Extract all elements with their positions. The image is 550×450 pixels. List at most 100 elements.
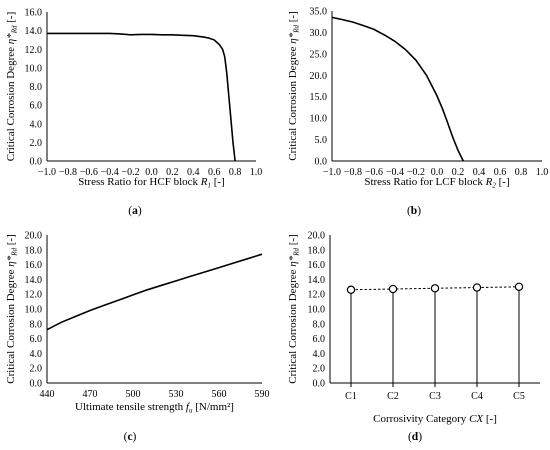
data-point-C2 xyxy=(388,284,398,294)
x-tick-label: 0.2 xyxy=(166,167,179,178)
x-tick-label: 0.2 xyxy=(452,167,465,178)
x-tick-label: 0.4 xyxy=(187,167,200,178)
label-unit: [-] xyxy=(483,413,497,425)
label-text: Critical Corrosion Degree xyxy=(287,267,299,384)
panel-paren-open: ( xyxy=(407,205,411,217)
label-variable: η* xyxy=(287,32,299,43)
x-tick-label: 0.6 xyxy=(494,167,507,178)
label-subscript: Rd xyxy=(293,25,301,34)
x-axis-label: Stress Ratio for HCF block R1 [-] xyxy=(78,176,225,190)
label-subscript: Rd xyxy=(11,25,19,34)
panel-label: (c) xyxy=(124,431,137,443)
y-tick-label: 14.0 xyxy=(25,26,43,37)
label-text: Critical Corrosion Degree xyxy=(5,267,17,384)
x-tick-label: 0.4 xyxy=(473,167,486,178)
label-subscript: 1 xyxy=(208,182,212,190)
x-tick-label: 560 xyxy=(212,389,227,400)
y-tick-label: 8.0 xyxy=(313,319,326,330)
y-tick-label: 0.0 xyxy=(30,157,43,168)
x-tick-label: −0.6 xyxy=(365,167,383,178)
y-tick-label: 16.0 xyxy=(308,260,326,271)
y-tick-label: 6.0 xyxy=(30,101,43,112)
label-variable: CX xyxy=(469,413,484,425)
label-subscript: 2 xyxy=(492,182,496,190)
y-tick-label: 4.0 xyxy=(30,119,43,130)
y-tick-label: 10.0 xyxy=(25,63,43,74)
x-tick-label: 590 xyxy=(255,389,270,400)
label-variable: R xyxy=(200,176,208,188)
label-unit: [-] xyxy=(496,176,510,188)
panel-label: (b) xyxy=(407,205,421,217)
y-tick-label: 6.0 xyxy=(313,334,326,345)
y-tick-label: 18.0 xyxy=(308,245,326,256)
label-variable: η* xyxy=(287,255,299,266)
chart-panel-b: 0.05.010.015.020.025.030.035.0−1.0 −0.8 −0… xyxy=(287,7,548,218)
x-tick-label: −1.0 xyxy=(323,167,341,178)
panel-paren-close: ) xyxy=(138,205,142,217)
y-tick-label: 0.0 xyxy=(30,379,43,390)
panel-paren-open: ( xyxy=(408,431,412,443)
x-tick-label: −0.4 xyxy=(386,167,404,178)
y-tick-label: 4.0 xyxy=(313,349,326,360)
y-axis-label: Critical Corrosion Degree η*Rd [-] xyxy=(287,234,301,384)
x-tick-label: −0.8 xyxy=(344,167,362,178)
y-tick-label: 0.0 xyxy=(315,157,328,168)
series-connector xyxy=(350,286,520,291)
y-tick-label: 2.0 xyxy=(30,138,43,149)
y-tick-label: 25.0 xyxy=(310,49,328,60)
y-tick-label: 12.0 xyxy=(308,290,326,301)
panel-paren-open: ( xyxy=(124,431,128,443)
y-tick-label: 0.0 xyxy=(313,379,326,390)
x-tick-label: 470 xyxy=(83,389,98,400)
label-unit: [-] xyxy=(5,12,17,26)
label-unit: [-] xyxy=(5,234,17,248)
y-tick-label: 16.0 xyxy=(25,260,43,271)
y-tick-label: 16.0 xyxy=(25,8,43,19)
y-axis-label: Critical Corrosion Degree η*Rd [-] xyxy=(287,11,301,161)
panel-paren-open: ( xyxy=(128,205,132,217)
label-text: Critical Corrosion Degree xyxy=(287,44,299,161)
y-axis-label: Critical Corrosion Degree η*Rd [-] xyxy=(5,12,19,162)
y-tick-label: 20.0 xyxy=(310,71,328,82)
label-variable: η* xyxy=(5,255,17,266)
label-unit: [-] xyxy=(287,11,299,25)
x-tick-label: −0.4 xyxy=(101,167,119,178)
x-tick-label: 0.8 xyxy=(229,167,242,178)
panel-paren-close: ) xyxy=(133,431,137,443)
x-tick-label: 500 xyxy=(126,389,141,400)
label-unit: [-] xyxy=(287,234,299,248)
panel-label: (a) xyxy=(128,205,142,217)
y-tick-label: 2.0 xyxy=(313,364,326,375)
y-tick-label: 20.0 xyxy=(25,231,43,242)
y-tick-label: 14.0 xyxy=(308,275,326,286)
label-text: Stress Ratio for HCF block xyxy=(78,176,201,188)
panel-paren-close: ) xyxy=(417,205,421,217)
y-tick-label: 15.0 xyxy=(310,92,328,103)
y-tick-label: 12.0 xyxy=(25,45,43,56)
y-tick-label: 10.0 xyxy=(310,114,328,125)
y-tick-label: 20.0 xyxy=(308,231,326,242)
x-tick-label: C2 xyxy=(387,391,399,402)
chart-panel-d: 0.0 2.0 4.0 6.0 8.0 10.0 12.0 14.0 16.0 18.0 20.0 C… xyxy=(287,231,540,443)
label-subscript: Rd xyxy=(293,248,301,257)
x-tick-label: C3 xyxy=(429,391,441,402)
y-tick-label: 18.0 xyxy=(25,245,43,256)
panel-label: (d) xyxy=(408,431,422,443)
series-line xyxy=(331,16,465,162)
y-tick-label: 5.0 xyxy=(315,135,328,146)
series-line xyxy=(46,253,263,331)
x-axis-label: Corrosivity Category CX [-] xyxy=(373,413,497,425)
x-tick-label: −0.6 xyxy=(80,167,98,178)
panel-paren-close: ) xyxy=(418,431,422,443)
panel-letter: b xyxy=(411,205,417,217)
label-text: Corrosivity Category xyxy=(373,413,469,425)
y-tick-label: 8.0 xyxy=(30,82,43,93)
x-tick-label: C4 xyxy=(471,391,483,402)
y-tick-label: 10.0 xyxy=(308,305,326,316)
y-tick-label: 35.0 xyxy=(310,7,328,18)
x-tick-label: −1.0 xyxy=(38,167,56,178)
label-text: Ultimate tensile strength xyxy=(75,401,186,413)
label-subscript: u xyxy=(189,407,193,415)
label-text: Critical Corrosion Degree xyxy=(5,44,17,161)
x-tick-label: 440 xyxy=(40,389,55,400)
